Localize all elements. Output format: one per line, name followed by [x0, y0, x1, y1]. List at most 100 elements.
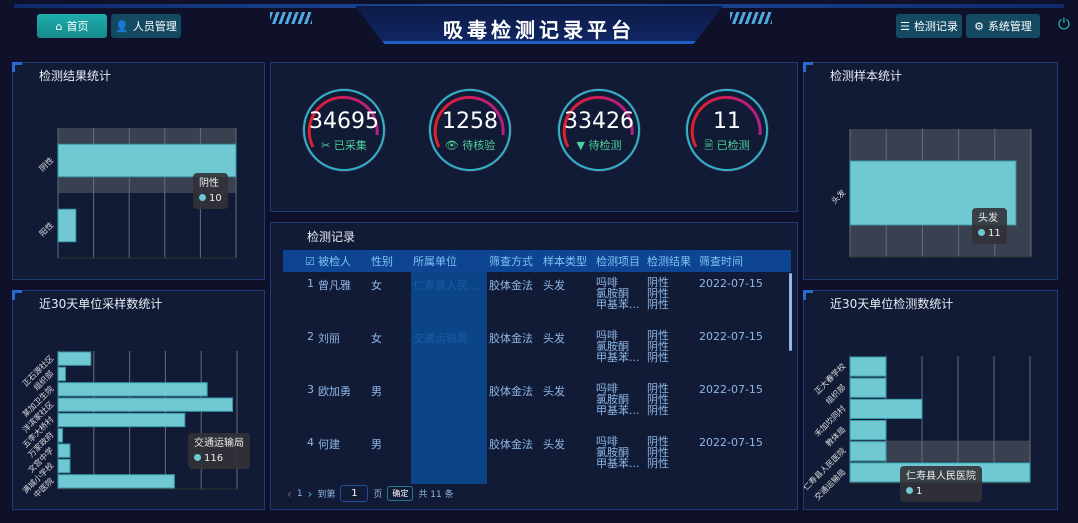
bar[interactable] [57, 474, 175, 489]
bar[interactable] [57, 443, 71, 458]
stat-label: 👁 待核验 [427, 137, 513, 153]
cell-no: 4 [307, 436, 314, 449]
bar[interactable] [849, 377, 887, 398]
bar[interactable] [57, 397, 234, 412]
series-dot-icon [194, 454, 201, 461]
bar[interactable] [57, 208, 77, 243]
home-icon: ⌂ [55, 19, 63, 33]
cell-gender: 男 [371, 385, 382, 398]
user-icon: 👤 [115, 19, 129, 33]
page-unit: 页 [373, 490, 383, 500]
stat-icon: 🗎 [704, 139, 714, 152]
axis-pointer-shadow [850, 440, 1030, 462]
cell-sample: 头发 [543, 332, 565, 345]
bar[interactable] [57, 382, 208, 397]
cell-name: 曾凡雅 [318, 279, 351, 292]
tooltip-name: 交通运输局 [194, 438, 244, 449]
stat-label-text: 已检测 [716, 139, 750, 152]
stats-panel: 34695 ✂ 已采集 1258 👁 待核验 33426 ▼ 待检测 11 🗎 … [270, 62, 798, 212]
col-items: 检测项目 [594, 250, 645, 272]
records-table: ☑ 被检人 性别 所属单位 筛查方式 样本类型 检测项目 检测结果 筛查时间 1… [283, 250, 791, 484]
bar[interactable] [849, 356, 887, 377]
header-decoration [270, 12, 312, 24]
nav-system-button[interactable]: ⚙ 系统管理 [966, 14, 1040, 38]
stat-gauge: 34695 ✂ 已采集 [301, 87, 387, 173]
page-input[interactable]: 1 [340, 485, 369, 502]
stat-label: ▼ 待检测 [556, 137, 642, 153]
cell-sample: 头发 [543, 385, 565, 398]
gauge-ring [557, 88, 641, 172]
bar[interactable] [57, 428, 63, 443]
stat-gauge: 1258 👁 待核验 [427, 87, 513, 173]
table-row[interactable]: 4 何建 男 胶体金法 头发 吗啡 氯胺酮 甲基苯... 阴性 阴性 阴性 2022-07-1… [283, 431, 791, 484]
list-icon: ☰ [900, 19, 910, 33]
sample-chart: 头发 [829, 129, 1032, 258]
cell-results: 阴性 阴性 阴性 [647, 276, 669, 311]
panel-title: 检测结果统计 [39, 69, 112, 83]
stat-icon: ▼ [576, 139, 585, 152]
nav-personnel-button[interactable]: 👤 人员管理 [111, 14, 181, 38]
cell-date: 2022-07-15 [699, 277, 763, 290]
cell-results: 阴性 阴性 阴性 [647, 382, 669, 417]
stat-gauge: 11 🗎 已检测 [684, 87, 770, 173]
tooltip-value: 116 [204, 453, 224, 464]
header-decoration [730, 12, 772, 24]
cell-name: 刘丽 [318, 332, 340, 345]
cell-items: 吗啡 氯胺酮 甲基苯... [596, 435, 640, 470]
page-title: 吸毒检测记录平台 [443, 18, 635, 42]
tooltip-value-row: 1 [906, 484, 976, 499]
current-page[interactable]: 1 [296, 488, 303, 499]
cell-unit [411, 378, 487, 431]
table-row[interactable]: 3 欧加勇 男 胶体金法 头发 吗啡 氯胺酮 甲基苯... 阴性 阴性 阴性 2022-07-… [283, 378, 791, 431]
stat-icon: ✂ [321, 139, 331, 152]
bar[interactable] [57, 366, 66, 382]
corner-decoration [12, 62, 22, 72]
cell-method: 胶体金法 [489, 385, 533, 398]
tooltip-name: 仁寿县人民医院 [906, 471, 976, 482]
nav-records-button[interactable]: ☰ 检测记录 [896, 14, 962, 38]
panel-title: 近30天单位采样数统计 [39, 297, 163, 311]
gauge-ring [428, 88, 512, 172]
nav-label: 检测记录 [913, 20, 958, 33]
cell-unit: 仁寿县人民... [411, 272, 487, 325]
table-row[interactable]: 1 曾凡雅 女 仁寿县人民... 胶体金法 头发 吗啡 氯胺酮 甲基苯... 阴性 阴性 阴性… [283, 272, 791, 325]
cell-sample: 头发 [543, 438, 565, 451]
power-icon[interactable]: ⏻ [1058, 15, 1070, 33]
category-label: 头发 [829, 187, 847, 205]
table-row[interactable]: 2 刘丽 女 交通运输局 胶体金法 头发 吗啡 氯胺酮 甲基苯... 阴性 阴性 阴性 2022… [283, 325, 791, 378]
nav-home-button[interactable]: ⌂ 首页 [37, 14, 107, 38]
pagination: ‹ 1 › 到第 1 页 确定 共 11 条 [287, 485, 454, 502]
panel-title: 检测记录 [307, 230, 356, 244]
bar[interactable] [849, 420, 887, 441]
category-label: 阳性 [37, 220, 55, 238]
confirm-button[interactable]: 确定 [387, 486, 414, 501]
cell-method: 胶体金法 [489, 438, 533, 451]
table-scrollbar[interactable] [789, 273, 792, 351]
cell-gender: 男 [371, 438, 382, 451]
stat-gauge: 33426 ▼ 待检测 [556, 87, 642, 173]
cell-method: 胶体金法 [489, 332, 533, 345]
prev-page-button[interactable]: ‹ [287, 486, 292, 501]
bar[interactable] [57, 143, 237, 178]
cell-items: 吗啡 氯胺酮 甲基苯... [596, 329, 640, 364]
tooltip-value-row: 10 [199, 191, 222, 206]
stat-label-text: 已采集 [333, 139, 367, 152]
select-all-checkbox[interactable]: ☑ [283, 250, 316, 272]
cell-no: 1 [307, 277, 314, 290]
chart-tooltip: 阴性 10 [193, 173, 228, 209]
cell-gender: 女 [371, 279, 382, 292]
bar[interactable] [849, 441, 887, 462]
col-results: 检测结果 [645, 250, 697, 272]
bar[interactable] [57, 412, 186, 428]
bar[interactable] [849, 398, 923, 420]
stat-label: ✂ 已采集 [301, 137, 387, 153]
bar[interactable] [57, 351, 92, 366]
bar[interactable] [57, 458, 71, 474]
cell-date: 2022-07-15 [699, 330, 763, 343]
next-page-button[interactable]: › [307, 486, 313, 501]
stat-label-text: 待核验 [462, 139, 496, 152]
cell-name: 欧加勇 [318, 385, 351, 398]
